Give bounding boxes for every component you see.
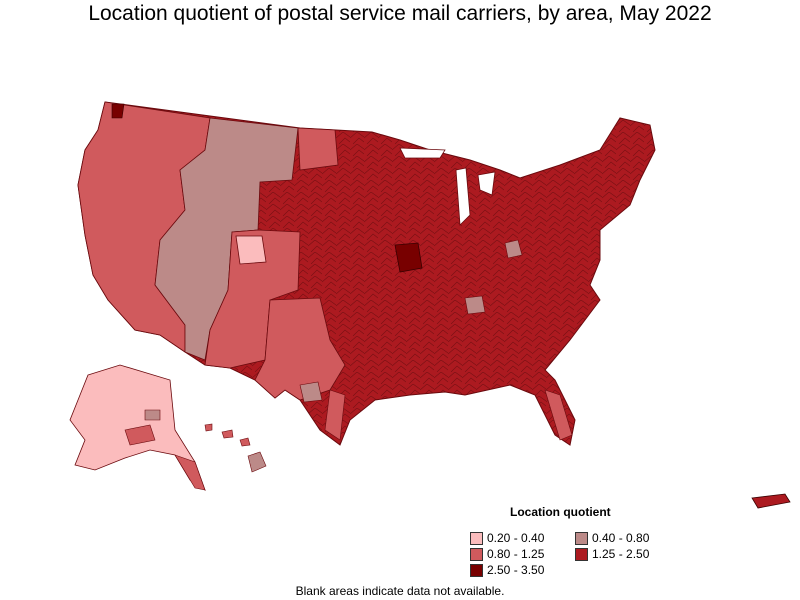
- mountain-region: [154, 117, 299, 361]
- alaska-southeast-area: [174, 454, 206, 491]
- legend-swatch-1: [575, 532, 588, 546]
- lake-superior: [399, 147, 446, 159]
- legend-item-2: 0.80 - 1.25: [470, 547, 545, 562]
- legend-label-1: 0.40 - 0.80: [592, 531, 650, 545]
- legend-item-0: 0.20 - 0.40: [470, 531, 545, 546]
- legend-swatch-3: [575, 548, 588, 562]
- lake-michigan: [455, 167, 471, 226]
- map-title: Location quotient of postal service mail…: [88, 2, 712, 25]
- texas-low-area: [299, 381, 323, 403]
- legend-swatch-0: [470, 532, 483, 546]
- legend-swatch-4: [470, 564, 483, 578]
- florida-south-area: [544, 389, 573, 441]
- legend-label-2: 0.80 - 1.25: [487, 547, 545, 561]
- denver-low-area: [235, 235, 267, 265]
- lake-huron: [477, 171, 496, 196]
- washington-mid-area: [111, 103, 125, 119]
- tennessee-low-area: [464, 295, 486, 315]
- hawaii-region: [204, 423, 267, 473]
- puerto-rico-region: [751, 493, 791, 509]
- legend-item-3: 1.25 - 2.50: [575, 547, 650, 562]
- legend-label-3: 1.25 - 2.50: [592, 547, 650, 561]
- virginia-low-area: [504, 239, 523, 259]
- colorado-region: [204, 229, 301, 369]
- legend-label-4: 2.50 - 3.50: [487, 563, 545, 577]
- missouri-high-area: [394, 242, 423, 273]
- legend-item-1: 0.40 - 0.80: [575, 531, 650, 546]
- texas-coast-area: [324, 389, 346, 441]
- legend-item-4: 2.50 - 3.50: [470, 563, 545, 578]
- north-dakota-region: [297, 127, 339, 171]
- legend-title: Location quotient: [510, 505, 611, 519]
- texas-west-region: [254, 297, 346, 401]
- legend-label-0: 0.20 - 0.40: [487, 531, 545, 545]
- alaska-interior-area: [144, 409, 161, 421]
- legend-swatch-2: [470, 548, 483, 562]
- footnote: Blank areas indicate data not available.: [295, 584, 505, 598]
- alaska-anchorage-area: [124, 424, 156, 446]
